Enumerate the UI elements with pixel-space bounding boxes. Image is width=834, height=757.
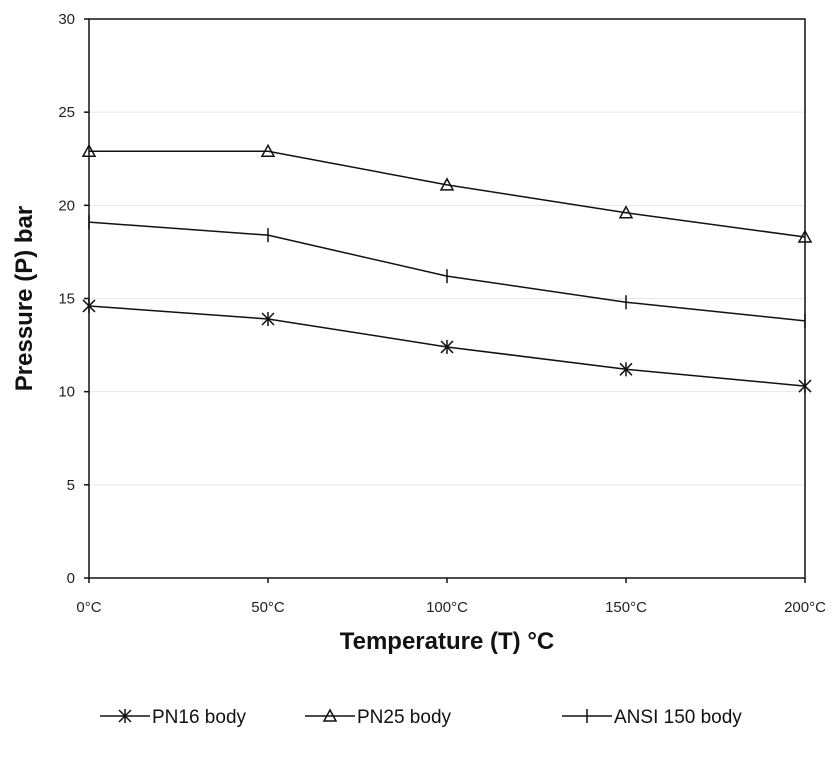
x-axis-title: Temperature (T) °C <box>340 628 555 655</box>
y-tick-label: 25 <box>58 104 75 121</box>
legend-item: ANSI 150 body <box>562 707 742 728</box>
data-point-triangle <box>618 205 634 219</box>
x-tick-label: 150°C <box>605 599 647 616</box>
series-line-triangle <box>89 150 806 238</box>
y-tick-label: 0 <box>67 570 75 587</box>
y-tick-label: 15 <box>58 291 75 308</box>
data-point-asterisk <box>619 362 633 377</box>
legend-item: PN16 body <box>100 707 247 728</box>
legend-marker-asterisk <box>118 709 132 723</box>
y-tick-label: 10 <box>58 384 75 401</box>
data-point-triangle <box>260 143 276 158</box>
legend-item: PN25 body <box>305 707 452 728</box>
x-tick-label: 200°C <box>784 599 826 616</box>
data-point-asterisk <box>82 298 96 313</box>
y-axis-title: Pressure (P) bar <box>11 206 38 391</box>
x-tick-label: 100°C <box>426 599 468 616</box>
legend: PN16 body PN25 body ANSI 150 body <box>100 707 742 728</box>
data-point-asterisk <box>798 379 812 394</box>
legend-label: PN16 body <box>152 707 247 728</box>
legend-label: PN25 body <box>357 707 452 728</box>
data-point-triangle <box>797 229 813 243</box>
y-tick-label: 20 <box>58 197 75 214</box>
legend-marker-triangle <box>322 708 338 722</box>
gridlines <box>89 111 805 486</box>
y-tick-label: 30 <box>58 11 75 28</box>
series-group <box>81 143 813 394</box>
data-point-asterisk <box>440 339 454 354</box>
y-tick-label: 5 <box>67 477 75 494</box>
data-point-asterisk <box>261 311 275 326</box>
data-point-triangle <box>439 177 455 191</box>
x-axis-ticks: 0°C 50°C 100°C 150°C 200°C <box>76 578 826 616</box>
legend-label: ANSI 150 body <box>614 707 742 728</box>
y-axis-ticks: 0 5 10 15 20 25 30 <box>58 11 89 587</box>
x-tick-label: 0°C <box>76 599 101 616</box>
x-tick-label: 50°C <box>251 599 285 616</box>
data-point-triangle <box>81 143 97 158</box>
